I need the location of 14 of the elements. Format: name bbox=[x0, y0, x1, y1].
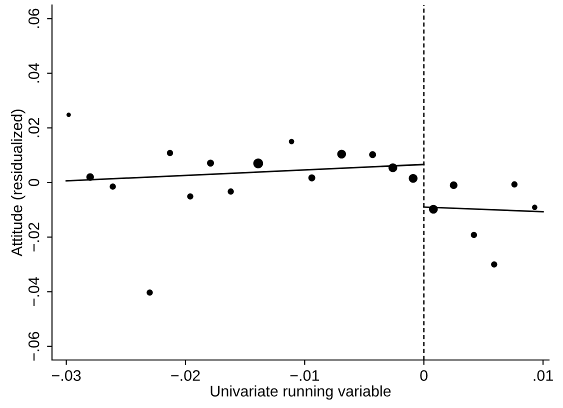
y-tick-label: −.02 bbox=[28, 222, 40, 252]
x-tick-label: 0 bbox=[420, 370, 428, 381]
x-tick-label: −.02 bbox=[171, 370, 200, 381]
y-tick-label: −.06 bbox=[28, 332, 40, 361]
y-tick-label: −.04 bbox=[28, 277, 40, 306]
x-tick-label: .01 bbox=[534, 370, 553, 381]
y-tick-label: .02 bbox=[28, 118, 40, 138]
x-tick-label: −.03 bbox=[52, 370, 81, 381]
x-tick-label: −.01 bbox=[290, 370, 320, 381]
x-axis-title: Univariate running variable bbox=[210, 385, 391, 400]
y-axis-title: Attitude (residualized) bbox=[11, 110, 26, 256]
y-tick-label: 0 bbox=[28, 178, 40, 186]
y-tick-label: .06 bbox=[28, 8, 40, 28]
y-tick-label: .04 bbox=[28, 63, 40, 82]
